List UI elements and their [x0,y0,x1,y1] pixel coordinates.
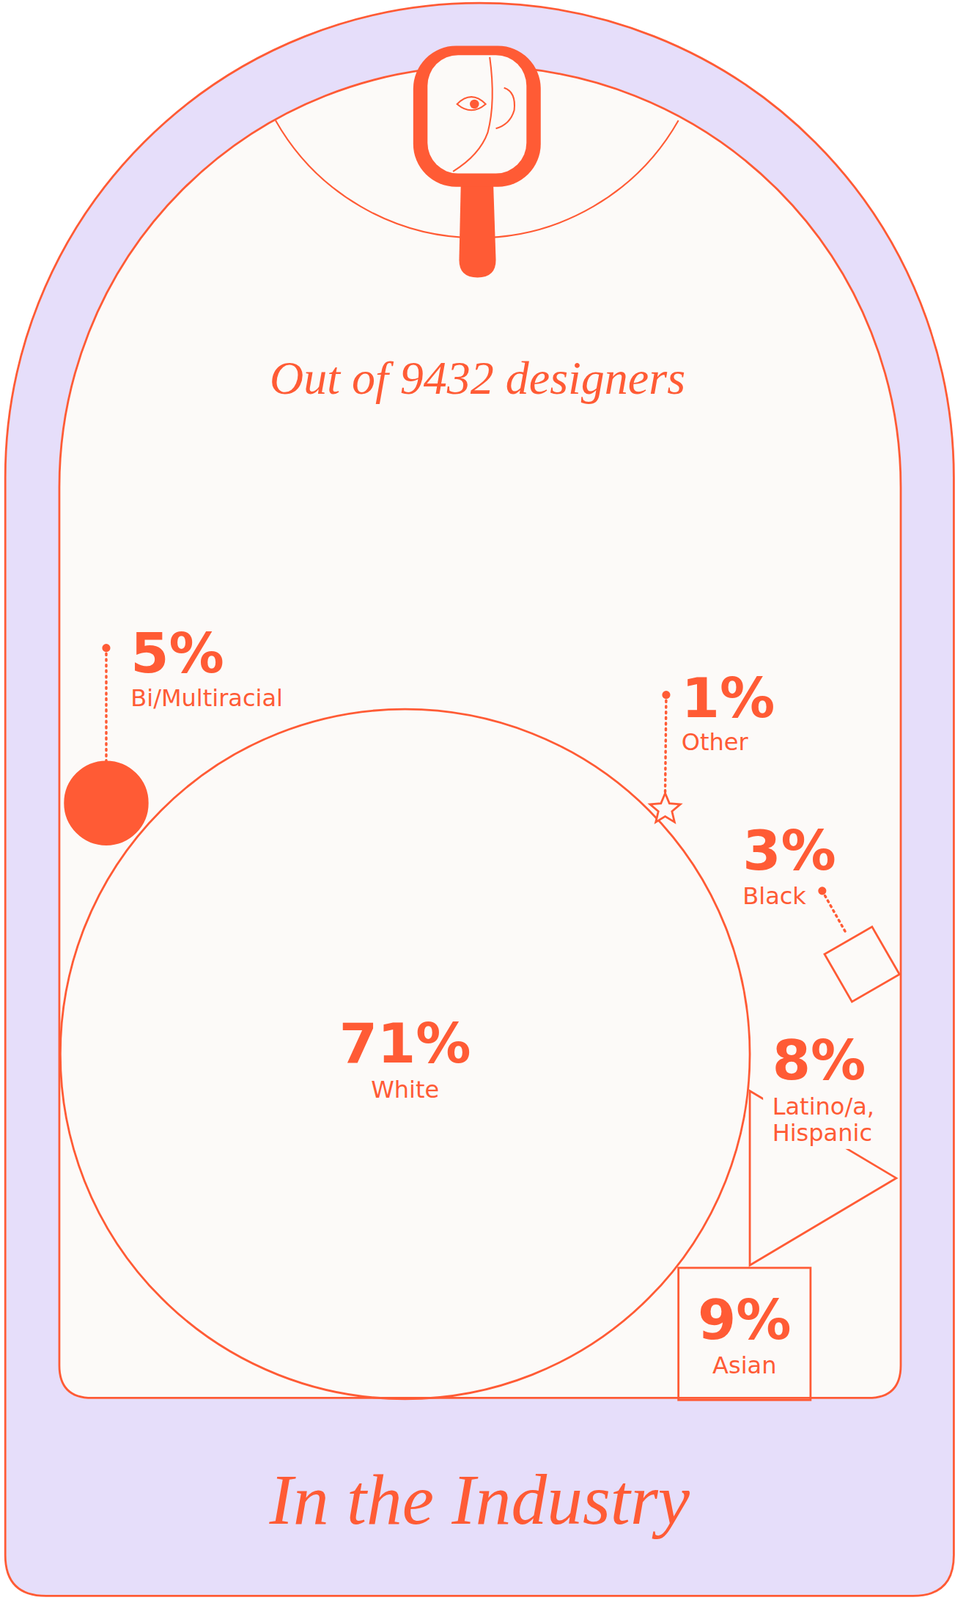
category-line: Black [742,881,807,910]
shape-diamond [824,926,900,1002]
shape-triangle [749,1090,897,1266]
value-label: 3% [742,817,837,883]
shape-circle [65,761,149,845]
mirror-pupil [469,99,480,110]
category-line: Asian [712,1350,777,1379]
infographic: Out of 9432 designers In the Industry 71%W… [0,0,955,1600]
leader-line [104,647,108,762]
mirror-icon [413,46,541,278]
value-label: 71% [339,1010,472,1076]
leader-dot [817,886,827,895]
value-label: 8% [772,1027,867,1093]
mirror-eye [457,96,486,110]
value-label: 9% [697,1287,792,1352]
labels: 71%White 5%Bi/Multiracial 1%Other 3%Black 8%… [101,620,884,1379]
title: Out of 9432 designers [269,351,686,404]
leader-dot [101,643,110,652]
leader-line [822,890,847,934]
marks [60,708,900,1400]
category-line: Hispanic [772,1118,873,1147]
mirror-face [452,57,515,172]
outer-frame [5,2,954,1595]
leader-dot [661,690,670,699]
category-label: Latino/a,Hispanic [772,1092,875,1147]
category-label: White [370,1075,440,1104]
inner-frame [59,65,901,1397]
category-line: Bi/Multiracial [130,683,283,712]
subtitle: In the Industry [268,1459,691,1539]
shape-circle [60,708,750,1399]
category-line: White [370,1075,440,1104]
category-label: Bi/Multiracial [130,683,283,712]
category-label: Black [742,881,807,910]
value-label: 1% [681,665,776,730]
leader-line [665,694,667,794]
value-label: 5% [130,620,225,686]
category-label: Other [681,727,750,756]
shape-square [678,1267,811,1400]
mirror-glass [427,54,527,173]
shape-star [650,793,681,822]
mirror-frame [413,46,541,187]
category-line: Latino/a, [772,1092,875,1120]
category-label: Asian [712,1350,777,1379]
category-line: Other [681,727,750,756]
